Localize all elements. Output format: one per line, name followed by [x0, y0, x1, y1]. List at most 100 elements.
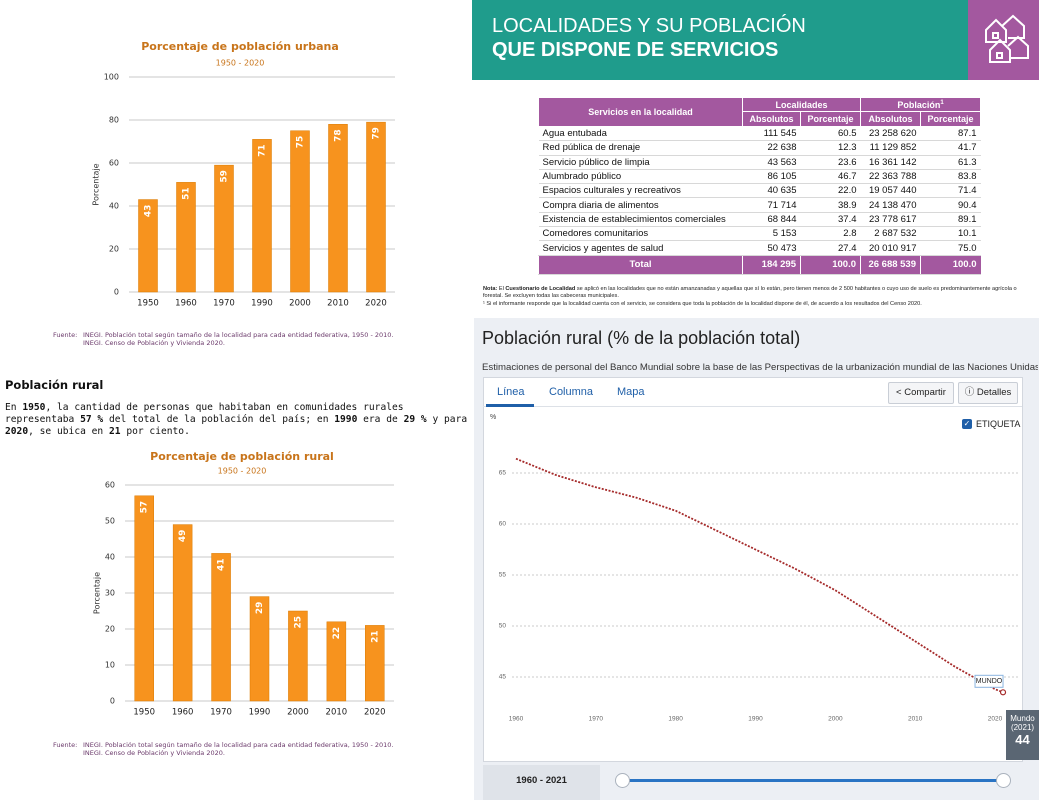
data-label: 71 — [258, 144, 268, 157]
cell-label: Servicios y agentes de salud — [538, 240, 743, 256]
text-segment: El — [497, 286, 506, 292]
range-label: 1960 - 2021 — [516, 775, 567, 786]
cell-number: 87.1 — [920, 126, 981, 142]
details-button[interactable]: ⓘ Detalles — [958, 382, 1018, 404]
cell-number: 60.5 — [800, 126, 861, 142]
cell-label: Total — [538, 255, 743, 275]
text-segment: se aplicó en las localidades que no está… — [483, 286, 1017, 299]
group-header: Localidades — [742, 97, 861, 112]
source: Fuente: — [53, 331, 77, 339]
data-label: 79 — [372, 127, 382, 140]
text-segment: 2020 — [5, 426, 29, 437]
text-segment: , la cantidad de personas que habitaban … — [5, 402, 404, 425]
bar — [138, 199, 158, 293]
column-header: Porcentaje — [800, 111, 861, 127]
header-title: LOCALIDADES Y SU POBLACIÓN — [492, 15, 806, 37]
cell-number: 11 129 852 — [860, 140, 921, 156]
share-button[interactable]: < Compartir — [888, 382, 954, 404]
bar — [328, 124, 348, 293]
x-tick-label: 2010 — [327, 299, 349, 309]
source-line: INEGI. Censo de Población y Vivienda 202… — [83, 749, 225, 757]
tab[interactable]: Línea — [497, 386, 525, 398]
cell-number: 83.8 — [920, 169, 981, 185]
cell-number: 22 363 788 — [860, 169, 921, 185]
header-row: Servicios en la localidad Localidades Pobl… — [538, 97, 982, 127]
text-segment: del total de la población del país; en — [103, 414, 335, 425]
cell-number: 61.3 — [920, 155, 981, 170]
cell-number: 24 138 470 — [860, 197, 921, 213]
data-label: 75 — [296, 136, 306, 149]
cell-label: Espacios culturales y recreativos — [538, 183, 743, 199]
text-segment: 1990 — [334, 414, 358, 425]
y-tick-label: 10 — [105, 661, 115, 670]
data-label: 25 — [293, 616, 303, 629]
tab-indicator — [486, 404, 534, 407]
chart-title: Porcentaje de población rural — [150, 450, 334, 463]
bar — [214, 164, 234, 293]
bar — [134, 495, 154, 702]
button-label: Detalles — [976, 387, 1012, 398]
header-title: QUE DISPONE DE SERVICIOS — [492, 39, 779, 61]
button-label: Compartir — [904, 387, 946, 398]
cell-number: 2 687 532 — [860, 226, 921, 242]
source-label: Fuente: — [53, 741, 78, 749]
source-line: INEGI. Población total según tamaño de l… — [83, 741, 394, 749]
x-tick-label: 1970 — [213, 299, 235, 309]
tab[interactable]: Columna — [549, 386, 594, 398]
icon — [985, 14, 1029, 63]
source: Fuente: — [53, 741, 77, 749]
tooltip-value: 44 — [1015, 732, 1030, 747]
checkbox-label: ETIQUETA — [976, 419, 1021, 429]
table-row: Alumbrado público 86 105 46.7 22 363 788 83.… — [538, 169, 981, 185]
table-row: Servicio público de limpia 43 563 23.6 16 3… — [538, 155, 981, 170]
data-label: 78 — [334, 129, 344, 142]
column-header: Absolutos — [860, 111, 921, 127]
table-row: Espacios culturales y recreativos 40 635 2… — [538, 183, 981, 199]
cell-label: Red pública de drenaje — [538, 140, 743, 156]
checkbox[interactable]: ✓ — [962, 419, 972, 429]
header-row: Absolutos Porcentaje Absolutos Porcentaje — [539, 111, 982, 127]
x-tick-label: 2010 — [326, 708, 348, 718]
data-label: 57 — [140, 501, 150, 514]
cell-number: 12.3 — [800, 140, 861, 156]
data-label: 43 — [144, 205, 154, 218]
cell-number: 27.4 — [800, 240, 861, 256]
x-tick-label: 1960 — [175, 299, 197, 309]
cell-number: 89.1 — [920, 212, 981, 228]
chart-subtitle: 1950 - 2020 — [218, 467, 267, 476]
group-header: Población1 — [859, 97, 982, 112]
cell-number: 111 545 — [742, 126, 801, 142]
table: Servicios en la localidad Localidades Pobl… — [538, 97, 982, 275]
y-axis-label: Porcentaje — [92, 163, 101, 205]
text-segment: Nota: — [483, 286, 498, 292]
cell-number: 26 688 539 — [860, 255, 921, 275]
bar — [249, 596, 270, 702]
y-tick-label: 50 — [105, 517, 115, 526]
panel-subtitle: Estimaciones de personal del Banco Mundi… — [482, 362, 1038, 373]
range-box: 1960 - 2021 — [483, 765, 600, 800]
x-tick-label: 2000 — [287, 708, 309, 718]
x-tick-label: 2020 — [364, 708, 386, 718]
cell-number: 10.1 — [920, 226, 981, 242]
cell-number: 23 258 620 — [860, 126, 921, 142]
x-tick-label: 1950 — [133, 708, 155, 718]
slider-handle[interactable] — [615, 773, 630, 788]
cell-number: 50 473 — [742, 240, 801, 256]
x-tick-label: 1960 — [172, 708, 194, 718]
y-tick-label: 20 — [109, 245, 119, 254]
tab[interactable]: Mapa — [617, 386, 645, 398]
table-row: Red pública de drenaje 22 638 12.3 11 129 8… — [538, 140, 981, 156]
x-tick-label: 1990 — [249, 708, 271, 718]
cell-number: 23.6 — [800, 155, 861, 170]
y-axis-label: Porcentaje — [93, 572, 102, 614]
range-slider[interactable] — [622, 779, 1003, 782]
y-tick-label: 0 — [110, 697, 115, 706]
chart-subtitle: 1950 - 2020 — [216, 59, 265, 68]
y-axis-label: % — [490, 414, 497, 421]
footnote-mark: 1 — [940, 99, 944, 106]
slider-handle[interactable] — [996, 773, 1011, 788]
button-icon: ⓘ — [964, 387, 977, 398]
paragraph: En 1950, la cantidad de personas que hab… — [5, 402, 470, 438]
source-lines: INEGI. Población total según tamaño de l… — [83, 741, 394, 757]
cell-number: 40 635 — [742, 183, 801, 199]
